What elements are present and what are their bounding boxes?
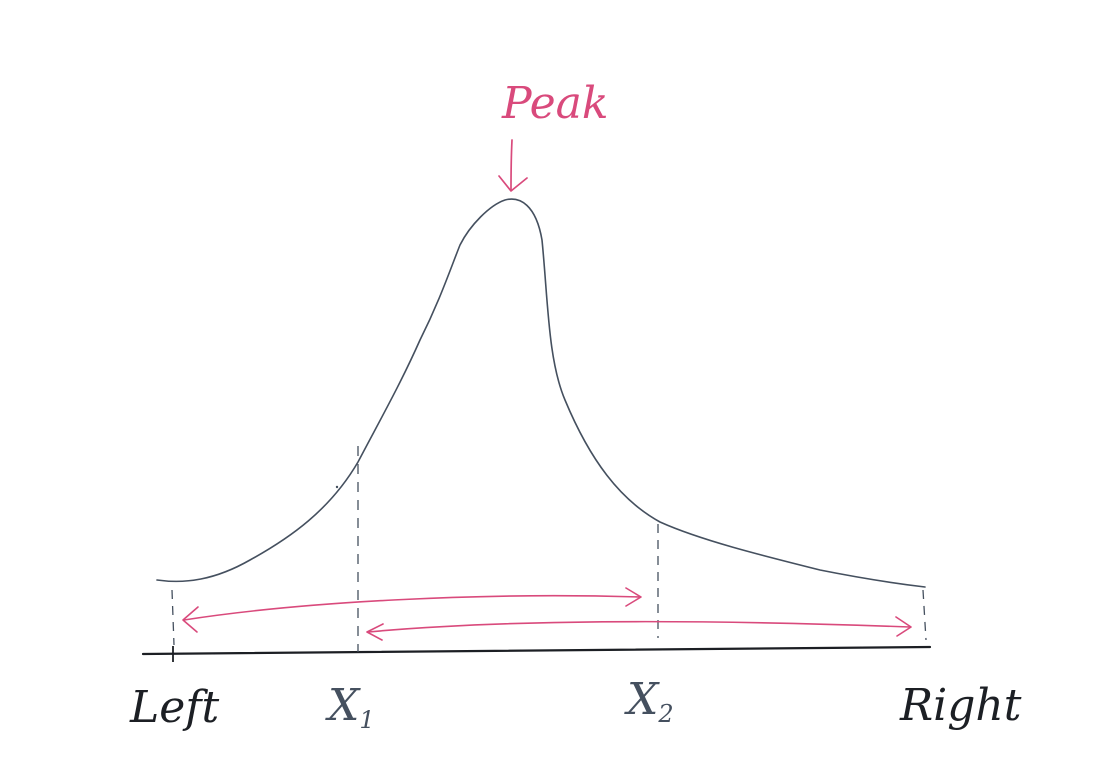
right-dashed-guide <box>922 589 927 641</box>
x1-label-main: X <box>325 680 361 731</box>
x1-label: X1 <box>325 680 375 734</box>
baseline-axis <box>141 645 932 656</box>
peak-arrow <box>498 139 528 192</box>
left-dashed-guide <box>171 589 175 646</box>
x2-label-subscript: 2 <box>657 700 673 728</box>
x1-to-right-arrow <box>366 616 912 641</box>
peak-label: Peak <box>501 78 609 129</box>
left-label: Left <box>129 682 220 733</box>
peak-curve <box>156 198 926 588</box>
x2-label-main: X <box>624 674 660 725</box>
right-label: Right <box>899 680 1022 731</box>
x1-label-subscript: 1 <box>359 706 374 734</box>
pen-dot <box>335 485 339 489</box>
x2-label: X2 <box>624 674 674 728</box>
left-to-x2-arrow <box>182 587 642 633</box>
